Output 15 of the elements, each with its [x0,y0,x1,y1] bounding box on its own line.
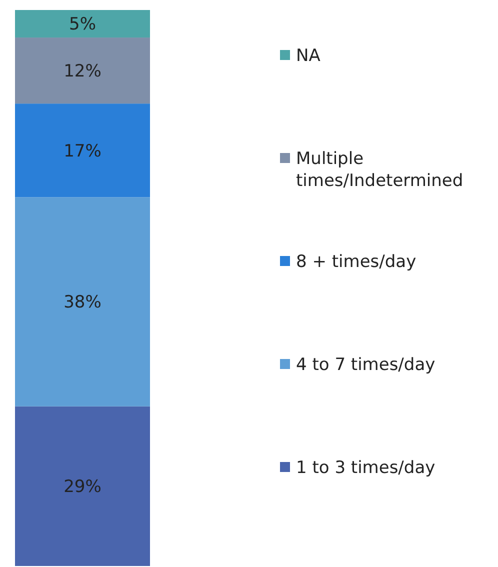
bar [15,38,150,104]
data-label: 29% [64,477,102,498]
legend-label: 1 to 3 times/day [296,458,436,478]
legend-label: Multiple times/Indetermined [296,148,464,192]
bar [15,197,150,406]
data-label: 5% [69,14,96,35]
legend-label: 8 + times/day [296,252,416,272]
data-label: 38% [64,292,102,313]
bar [15,406,150,566]
legend-label: 4 to 7 times/day [296,354,436,375]
data-label: 17% [64,141,102,162]
bar [15,104,150,198]
legend-label: NA [296,46,321,66]
bar [15,10,150,38]
data-label: 12% [64,62,102,82]
